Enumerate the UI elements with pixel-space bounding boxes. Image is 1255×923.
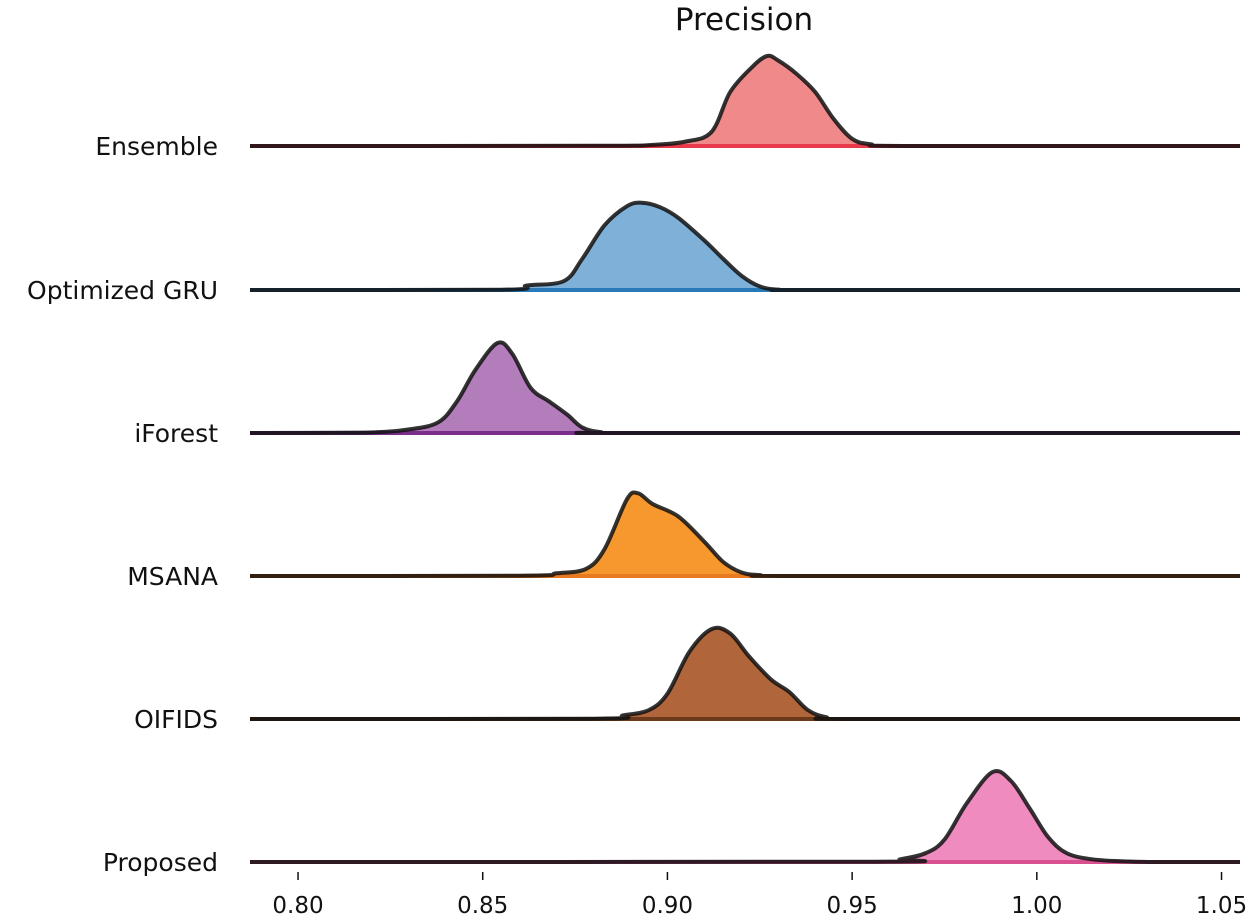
x-tick-label: 0.95 <box>827 893 878 919</box>
chart-title: Precision <box>675 2 813 38</box>
ridge-msana: MSANA <box>127 490 1240 591</box>
density-outline <box>249 769 1240 865</box>
x-tick-label: 0.90 <box>642 893 693 919</box>
density-fill <box>250 342 1240 433</box>
x-tick-label: 1.00 <box>1011 893 1062 919</box>
density-fill <box>250 627 1240 719</box>
x-axis: 0.80 0.85 0.90 0.95 1.00 1.05 <box>272 872 1247 919</box>
series-label: Ensemble <box>95 132 218 161</box>
density-fill <box>250 770 1240 862</box>
series-label: OIFIDS <box>134 705 218 734</box>
ridge-proposed: Proposed <box>103 769 1240 877</box>
ridges: Ensemble Optimized GRU iForest MSANA OIFIDS P… <box>27 53 1240 877</box>
density-outline <box>249 200 1240 293</box>
series-label: Optimized GRU <box>27 276 218 305</box>
ridge-optimized-gru: Optimized GRU <box>27 200 1240 305</box>
density-outline <box>249 340 1240 436</box>
density-outline <box>249 490 1240 579</box>
density-outline <box>249 53 1240 149</box>
density-fill <box>250 55 1240 147</box>
density-fill <box>250 492 1240 576</box>
x-tick-label: 0.80 <box>272 893 323 919</box>
ridge-oifids: OIFIDS <box>134 625 1240 734</box>
x-tick-label: 1.05 <box>1196 893 1247 919</box>
ridge-ensemble: Ensemble <box>95 53 1240 161</box>
series-label: iForest <box>134 419 218 448</box>
x-tick-label: 0.85 <box>457 893 508 919</box>
ridge-iforest: iForest <box>134 340 1240 448</box>
series-label: Proposed <box>103 848 218 877</box>
series-label: MSANA <box>127 562 218 591</box>
density-outline <box>249 625 1240 722</box>
